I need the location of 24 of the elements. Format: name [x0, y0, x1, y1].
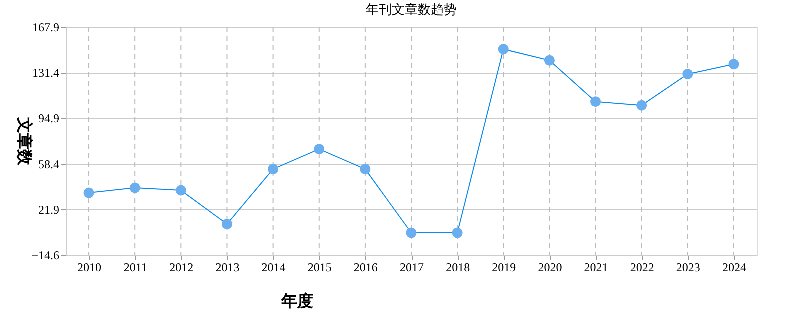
x-tick-label: 2021: [584, 260, 608, 274]
y-axis-title: 文章数: [16, 116, 34, 166]
y-tick-label: 94.9: [38, 112, 60, 126]
x-tick-label: 2022: [630, 260, 654, 274]
y-tick-label: 167.9: [32, 20, 60, 34]
x-tick-label: 2017: [400, 260, 424, 274]
x-tick-label: 2014: [262, 260, 286, 274]
x-tick-label: 2011: [124, 260, 148, 274]
y-tick-label: 58.4: [38, 157, 60, 172]
x-axis-title: 年度: [280, 292, 314, 310]
x-tick-label: 2019: [492, 260, 516, 274]
x-tick-label: 2013: [216, 260, 240, 274]
y-tick-label: 21.9: [38, 202, 60, 217]
x-tick-label: 2018: [446, 260, 470, 274]
x-tick-label: 2015: [308, 260, 332, 274]
x-tick-label: 2016: [354, 260, 378, 274]
x-tick-label: 2020: [538, 260, 562, 274]
x-tick-label: 2010: [78, 260, 102, 274]
y-tick-label: 131.4: [32, 66, 60, 80]
y-tick-label: −14.6: [32, 248, 60, 262]
x-tick-label: 2023: [676, 260, 700, 274]
x-tick-label: 2012: [170, 260, 194, 274]
x-tick-label: 2024: [722, 260, 746, 274]
chart-title: 年刊文章数趋势: [366, 2, 457, 17]
